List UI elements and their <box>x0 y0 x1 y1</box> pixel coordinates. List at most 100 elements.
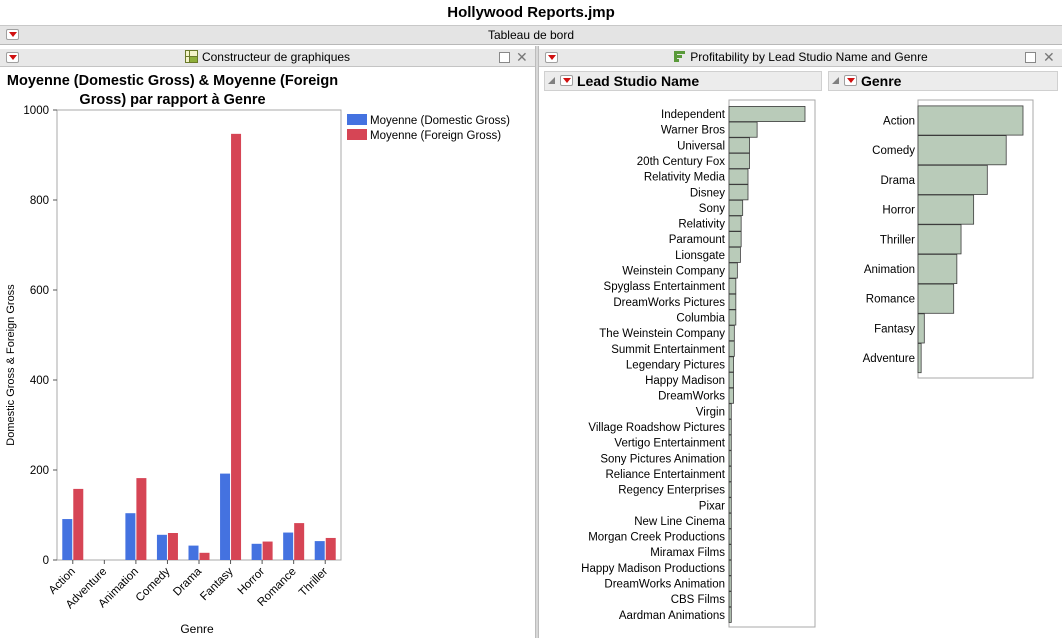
studio-label: Weinstein Company <box>622 266 725 278</box>
plot-frame <box>56 109 342 561</box>
studio-bar[interactable] <box>728 387 734 404</box>
studio-label: Aardman Animations <box>619 610 725 622</box>
studio-bar[interactable] <box>728 528 732 545</box>
graph-builder-menu-icon[interactable] <box>6 52 19 63</box>
x-axis-label: Genre <box>180 622 214 636</box>
dashboard-menu-icon[interactable] <box>6 29 19 40</box>
studio-bar[interactable] <box>728 121 758 138</box>
studio-bar[interactable] <box>728 450 732 467</box>
studio-bar[interactable] <box>728 497 732 514</box>
studio-bar[interactable] <box>728 434 732 451</box>
studio-bar[interactable] <box>728 293 737 310</box>
studio-bar[interactable] <box>728 262 738 279</box>
genre-bar[interactable] <box>917 224 962 255</box>
studio-bar[interactable] <box>728 168 749 185</box>
domestic-bar[interactable] <box>62 519 73 560</box>
genre-bar[interactable] <box>917 105 1024 136</box>
domestic-bar[interactable] <box>188 545 199 560</box>
studio-bar[interactable] <box>728 231 742 248</box>
studio-bar[interactable] <box>728 199 744 216</box>
studio-bar[interactable] <box>728 481 732 498</box>
window-title: Hollywood Reports.jmp <box>447 4 615 21</box>
foreign-bar[interactable] <box>136 478 147 560</box>
foreign-bar[interactable] <box>167 533 178 560</box>
genre-bar[interactable] <box>917 194 975 225</box>
domestic-bar[interactable] <box>156 534 167 560</box>
studio-bar[interactable] <box>728 512 732 529</box>
disclosure-icon[interactable] <box>832 77 839 84</box>
studio-bar[interactable] <box>728 356 734 373</box>
studio-bar[interactable] <box>728 278 737 295</box>
studio-bar[interactable] <box>728 606 732 623</box>
foreign-bar[interactable] <box>199 552 210 560</box>
studio-bar[interactable] <box>728 372 734 389</box>
studio-bar[interactable] <box>728 340 735 357</box>
genre-label: Adventure <box>863 353 915 365</box>
genre-label: Drama <box>880 175 915 187</box>
genre-bar-chart: Action Comedy Drama Horror Thriller Animation… <box>863 99 1034 379</box>
studio-bar[interactable] <box>728 465 732 482</box>
studio-bar[interactable] <box>728 575 732 592</box>
legend-swatch <box>347 114 367 125</box>
maximize-icon-right[interactable] <box>1025 52 1036 63</box>
maximize-icon[interactable] <box>499 52 510 63</box>
profitability-title: Profitability by Lead Studio Name and Ge… <box>690 50 928 64</box>
studio-bar[interactable] <box>728 105 806 122</box>
profitability-header: Profitability by Lead Studio Name and Ge… <box>539 49 1062 67</box>
chart-title-line1: Moyenne (Domestic Gross) & Moyenne (Fore… <box>6 73 339 89</box>
studio-label: CBS Films <box>671 594 726 606</box>
domestic-bar[interactable] <box>251 543 262 560</box>
domestic-bar[interactable] <box>314 541 325 560</box>
foreign-bar[interactable] <box>231 133 242 560</box>
genre-label: Comedy <box>872 145 915 157</box>
legend-label[interactable]: Moyenne (Foreign Gross) <box>370 130 501 142</box>
disclosure-icon[interactable] <box>548 77 555 84</box>
close-icon-right[interactable]: ✕ <box>1043 49 1055 65</box>
studio-label: Paramount <box>669 234 726 246</box>
close-icon[interactable]: ✕ <box>516 49 528 65</box>
studio-label: Sony Pictures Animation <box>600 453 725 465</box>
studio-bar[interactable] <box>728 152 750 169</box>
studio-bar[interactable] <box>728 309 737 326</box>
foreign-bar[interactable] <box>73 488 84 560</box>
studio-bar[interactable] <box>728 184 749 201</box>
genre-bar[interactable] <box>917 164 988 195</box>
panel-divider[interactable] <box>535 46 539 638</box>
legend-label[interactable]: Moyenne (Domestic Gross) <box>370 115 510 127</box>
studio-bar-chart: Independent Warner Bros Universal 20th Cent… <box>581 99 816 628</box>
x-tick-label: Fantasy <box>198 565 236 603</box>
genre-bar[interactable] <box>917 313 925 344</box>
foreign-bar[interactable] <box>294 523 305 560</box>
genre-label: Horror <box>882 205 915 217</box>
studio-label: Reliance Entertainment <box>605 469 725 481</box>
dashboard-bar: Tableau de bord <box>0 25 1062 45</box>
domestic-bar[interactable] <box>283 532 294 560</box>
foreign-bar[interactable] <box>262 541 273 560</box>
studio-menu-icon[interactable] <box>560 75 573 86</box>
studio-bar[interactable] <box>728 591 732 608</box>
genre-bar[interactable] <box>917 135 1007 166</box>
studio-bar[interactable] <box>728 215 742 232</box>
studio-bar[interactable] <box>728 246 741 263</box>
genre-bar[interactable] <box>917 343 922 374</box>
foreign-bar[interactable] <box>325 537 336 560</box>
studio-section-header[interactable]: Lead Studio Name <box>544 71 822 91</box>
studio-section-title: Lead Studio Name <box>577 73 700 89</box>
genre-bar[interactable] <box>917 283 955 314</box>
studio-bar[interactable] <box>728 544 732 561</box>
genre-section-header[interactable]: Genre <box>828 71 1058 91</box>
domestic-bar[interactable] <box>220 473 231 560</box>
studio-bar[interactable] <box>728 137 750 154</box>
studio-label: DreamWorks Animation <box>604 579 725 591</box>
studio-bar[interactable] <box>728 325 735 342</box>
studio-label: Independent <box>661 109 726 121</box>
genre-bar[interactable] <box>917 253 958 284</box>
profitability-menu-icon[interactable] <box>545 52 558 63</box>
genre-menu-icon[interactable] <box>844 75 857 86</box>
studio-bar[interactable] <box>728 559 732 576</box>
studio-bar[interactable] <box>728 418 732 435</box>
domestic-bar[interactable] <box>125 513 136 560</box>
studio-label: Happy Madison Productions <box>581 563 725 575</box>
studio-bar[interactable] <box>728 403 732 420</box>
studio-label: Columbia <box>676 312 725 324</box>
